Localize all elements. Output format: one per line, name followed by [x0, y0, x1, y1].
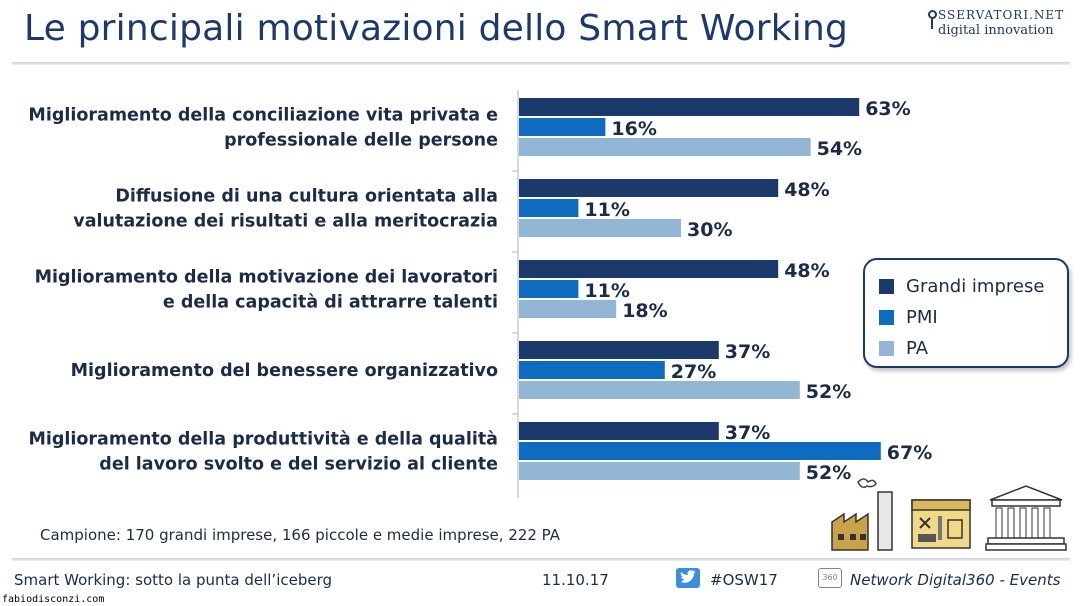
bar	[519, 300, 617, 318]
data-label: 16%	[611, 118, 656, 140]
category-label: del lavoro svolto e del servizio al clie…	[99, 455, 498, 475]
bar	[519, 98, 860, 116]
footer-event-title: Smart Working: sotto la punta dell’icebe…	[14, 571, 333, 589]
bar	[519, 422, 719, 440]
footer: Smart Working: sotto la punta dell’icebe…	[0, 566, 1081, 592]
logo-name: SSERVATORI.NET	[938, 8, 1065, 22]
bar	[519, 138, 811, 156]
category-label: Miglioramento del benessere organizzativ…	[71, 361, 498, 381]
footer-divider	[12, 558, 1070, 561]
digital360-icon: 360	[818, 568, 842, 588]
footer-date: 11.10.17	[542, 571, 609, 589]
bar	[519, 199, 579, 217]
data-label: 27%	[671, 361, 716, 383]
data-label: 37%	[725, 341, 770, 363]
data-label: 48%	[784, 179, 829, 201]
bar-chart: Miglioramento della conciliazione vita p…	[28, 90, 932, 498]
legend-item-grandi-imprese: Grandi imprese	[879, 274, 1044, 298]
bar	[519, 179, 779, 197]
data-label: 52%	[806, 462, 851, 484]
category-label: professionale delle persone	[224, 131, 498, 151]
watermark: fabiodisconzi.com	[2, 594, 105, 605]
data-label: 30%	[687, 219, 732, 241]
legend-item-pa: PA	[879, 336, 928, 360]
legend-swatch-grandi-imprese	[879, 278, 894, 294]
category-label: Miglioramento della motivazione dei lavo…	[35, 268, 498, 288]
data-label: 48%	[784, 260, 829, 282]
legend-item-pmi: PMI	[879, 305, 938, 329]
osservatori-logo: SSERVATORI.NET digital innovation	[928, 8, 1068, 42]
key-icon-stem	[931, 19, 933, 29]
workshop-icon	[911, 499, 971, 549]
data-label: 37%	[725, 422, 770, 444]
data-label: 63%	[865, 98, 910, 120]
title-divider	[12, 62, 1070, 65]
bar	[519, 118, 606, 136]
legend-swatch-pa	[879, 340, 894, 356]
bar	[519, 219, 681, 237]
logo-tagline: digital innovation	[938, 23, 1054, 38]
bar	[519, 442, 881, 460]
footer-network: Network Digital360 - Events	[850, 571, 1061, 589]
bar	[519, 381, 800, 399]
legend-swatch-pmi	[879, 309, 894, 325]
chart-legend: Grandi imprese PMI PA	[863, 258, 1069, 368]
legend-label-pa: PA	[906, 337, 929, 359]
category-label: e della capacità di attrarre talenti	[163, 293, 498, 313]
key-icon	[928, 10, 937, 19]
sector-icons	[831, 478, 1067, 551]
category-label: Miglioramento della produttività e della…	[28, 430, 498, 450]
category-label: Miglioramento della conciliazione vita p…	[28, 106, 498, 126]
twitter-icon	[676, 568, 700, 588]
data-label: 11%	[584, 199, 629, 221]
data-label: 52%	[806, 381, 851, 403]
category-label: valutazione dei risultati e alla meritoc…	[73, 212, 498, 232]
bar	[519, 462, 800, 480]
footer-hashtag: #OSW17	[710, 571, 778, 589]
government-building-icon	[985, 485, 1067, 551]
sample-note: Campione: 170 grandi imprese, 166 piccol…	[40, 526, 561, 544]
bar	[519, 361, 665, 379]
data-label: 18%	[622, 300, 667, 322]
page-title: Le principali motivazioni dello Smart Wo…	[24, 8, 849, 49]
data-label: 11%	[584, 280, 629, 302]
data-label: 54%	[817, 138, 862, 160]
legend-label-pmi: PMI	[906, 306, 938, 328]
bar	[519, 280, 579, 298]
data-label: 67%	[887, 442, 932, 464]
bar	[519, 260, 779, 278]
legend-label-grandi-imprese: Grandi imprese	[906, 275, 1045, 297]
category-label: Diffusione di una cultura orientata alla	[115, 187, 498, 207]
factory-icon	[831, 478, 893, 551]
bar	[519, 341, 719, 359]
